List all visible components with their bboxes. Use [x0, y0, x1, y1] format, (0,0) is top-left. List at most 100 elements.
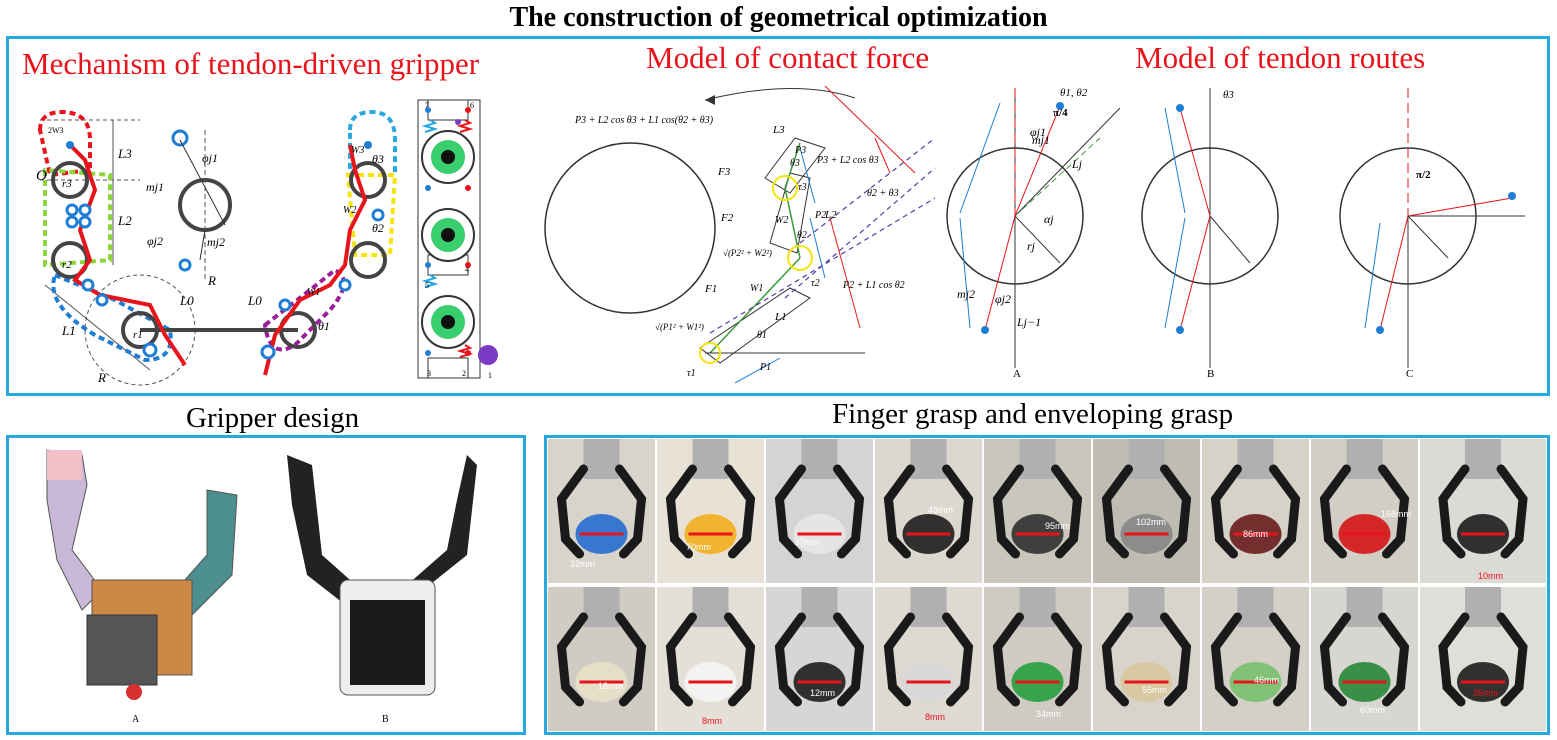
gripper-body: [1346, 439, 1383, 479]
node-7: 7: [425, 101, 429, 110]
node-3: 3: [427, 369, 431, 378]
gripper-finger-left: [883, 464, 915, 559]
route-b-label: B: [1207, 368, 1214, 380]
gripper-finger-left: [1101, 612, 1133, 707]
force-F3: F3: [717, 166, 731, 178]
gripper-finger-right: [1269, 464, 1301, 559]
figure-title: The construction of geometrical optimiza…: [509, 2, 1048, 33]
gripper-body: [1019, 439, 1056, 479]
tendon-routes-diagram: θ1, θ2 π/4 A θ3 B π/2 C mj1 mj2 φj1 φj2 …: [946, 87, 1525, 380]
r1-label: r1: [133, 329, 143, 341]
L1-label: L1: [61, 323, 76, 338]
gripper-finger-left: [1319, 612, 1351, 707]
route-mj2: mj2: [957, 287, 975, 301]
gripper-finger-right: [1051, 464, 1083, 559]
gripper-finger-left: [992, 612, 1024, 707]
node-5: 5: [425, 281, 429, 290]
route-Lj: Lj: [1071, 157, 1083, 171]
gripper-finger-right: [1378, 612, 1410, 707]
measure-label: 35mm: [1473, 688, 1499, 698]
grasp-measure-layer: 32mm 70mm 37mm 48mm 95mm 102mm 86mm 168m…: [548, 439, 1546, 731]
route-Lj1: Lj−1: [1016, 315, 1041, 329]
phi-j1-label: φj1: [202, 151, 218, 165]
gripper-finger-left: [774, 464, 806, 559]
gripper-finger-right: [1269, 612, 1301, 707]
gripper-body: [801, 587, 838, 627]
gripper-finger-right: [615, 464, 647, 559]
measure-label: 10mm: [1478, 571, 1504, 581]
w1-label: W1: [307, 287, 320, 298]
gripper-body: [1237, 439, 1274, 479]
force-W2: W2: [775, 215, 788, 226]
L0-label-a: L0: [179, 293, 194, 308]
gripper-finger-left: [992, 464, 1024, 559]
gripper-finger-right: [615, 612, 647, 707]
force-P2: P2: [814, 210, 826, 221]
gripper-finger-right: [1160, 464, 1192, 559]
R-label-b: R: [207, 273, 216, 288]
measure-label: 34mm: [1036, 709, 1062, 719]
measure-label: 102mm: [1136, 517, 1167, 527]
theta1-label: θ1: [318, 319, 330, 333]
gripper-body: [1465, 587, 1501, 627]
gripper-finger-right: [1051, 612, 1083, 707]
gripper-body: [1128, 439, 1165, 479]
route-c-label: C: [1406, 368, 1413, 380]
mechanism-diagram: O r3 r2 r1 L3 L2 L1 L0 L0 R R 2W3 W3 W2 …: [36, 99, 498, 386]
route-a-top: θ1, θ2: [1060, 87, 1088, 99]
gripper-finger-left: [665, 464, 697, 559]
force-L3: L3: [772, 124, 785, 136]
r3-label: r3: [62, 178, 72, 190]
m-j2-label: mj2: [207, 235, 225, 249]
gripper-finger-left: [556, 464, 588, 559]
gripper-design-renders: A B: [46, 449, 477, 725]
contact-force-diagram: P3 + L2 cos θ3 + L1 cos(θ2 + θ3) P3 + L2…: [544, 85, 936, 384]
L2-label: L2: [117, 213, 132, 228]
gripper-body: [910, 439, 947, 479]
measure-label: 60mm: [1360, 705, 1386, 715]
gripper-finger-left: [774, 612, 806, 707]
measure-label: 70mm: [686, 542, 712, 552]
force-tau2: τ2: [811, 278, 820, 289]
gripper-finger-left: [1210, 464, 1242, 559]
mechanism-heading: Mechanism of tendon-driven gripper: [22, 46, 480, 81]
force-th2: θ2: [797, 230, 807, 241]
force-th3: θ3: [790, 158, 800, 169]
theta3-label: θ3: [372, 152, 384, 166]
w2-label: W2: [343, 205, 356, 216]
grasp-heading: Finger grasp and enveloping grasp: [832, 398, 1234, 430]
gripper-finger-right: [1160, 612, 1192, 707]
route-phij1: φj1: [1030, 125, 1046, 139]
gripper-finger-right: [724, 612, 756, 707]
route-panel-a: θ1, θ2 π/4 A: [946, 87, 1121, 380]
gripper-finger-right: [1496, 464, 1528, 559]
gripper-body: [801, 439, 838, 479]
force-L1: L1: [774, 311, 787, 323]
route-c-frac: π/2: [1416, 169, 1431, 181]
w3-label-b: W3: [351, 145, 364, 156]
force-sqrt1: √(P1² + W1²): [655, 322, 704, 332]
measure-label: 168mm: [1381, 509, 1412, 519]
gripper-finger-left: [883, 612, 915, 707]
theta2-label: θ2: [372, 221, 384, 235]
gripper-finger-left: [1319, 464, 1351, 559]
render-a-label: A: [132, 714, 140, 725]
force-F2: F2: [720, 212, 734, 224]
force-sqrt2: √(P2² + W2²): [723, 248, 772, 258]
measure-label: 12mm: [810, 688, 836, 698]
gripper-body: [910, 587, 947, 627]
measure-label: 48mm: [928, 505, 954, 515]
R-label-a: R: [97, 370, 106, 385]
force-expr-top: P3 + L2 cos θ3 + L1 cos(θ2 + θ3): [574, 115, 714, 126]
gripper-body: [1465, 439, 1501, 479]
measure-label: 55mm: [1142, 685, 1168, 695]
route-b-top: θ3: [1223, 89, 1234, 101]
tendon-routes-heading: Model of tendon routes: [1135, 40, 1426, 75]
route-rj: rj: [1027, 239, 1036, 253]
gripper-body: [1237, 587, 1274, 627]
gripper-body: [583, 439, 620, 479]
gripper-body: [1019, 587, 1056, 627]
route-panel-b: θ3 B: [1141, 88, 1279, 380]
force-expr-low: P2 + L1 cos θ2: [842, 280, 905, 291]
gripper-design-heading: Gripper design: [186, 402, 360, 434]
